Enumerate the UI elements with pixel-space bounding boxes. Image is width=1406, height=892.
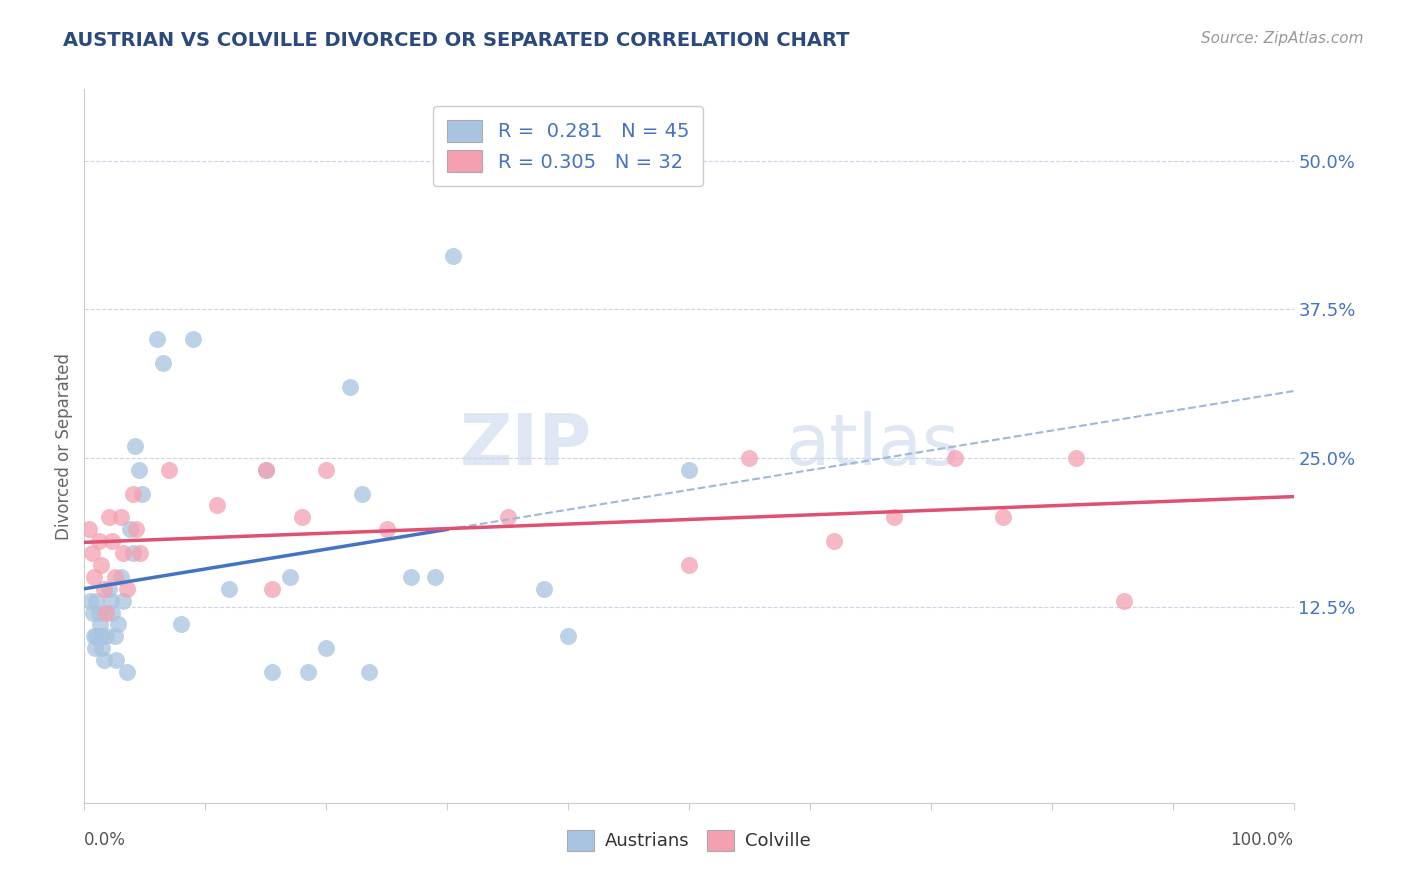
Point [399, 570, 422, 584]
Text: 100.0%: 100.0% [1230, 831, 1294, 849]
Point [423, 570, 446, 584]
Text: Source: ZipAtlas.com: Source: ZipAtlas.com [1201, 31, 1364, 46]
Point [441, 249, 464, 263]
Point [254, 463, 277, 477]
Point [315, 463, 337, 477]
Point [883, 510, 905, 524]
Point [146, 332, 169, 346]
Text: ZIP: ZIP [460, 411, 592, 481]
Point [678, 463, 700, 477]
Point [533, 582, 555, 596]
Point [339, 379, 361, 393]
Text: atlas: atlas [786, 411, 960, 481]
Point [101, 534, 124, 549]
Point [86, 593, 108, 607]
Point [100, 593, 122, 607]
Point [82, 606, 104, 620]
Point [357, 665, 380, 679]
Point [207, 499, 229, 513]
Point [107, 617, 129, 632]
Point [90, 629, 112, 643]
Point [297, 665, 319, 679]
Point [943, 450, 966, 465]
Point [170, 617, 193, 632]
Point [260, 665, 283, 679]
Point [129, 546, 152, 560]
Point [110, 570, 132, 584]
Point [104, 629, 127, 643]
Point [254, 463, 277, 477]
Point [352, 486, 374, 500]
Point [181, 332, 204, 346]
Point [315, 641, 337, 656]
Point [83, 629, 105, 643]
Point [80, 546, 103, 560]
Text: 0.0%: 0.0% [84, 831, 127, 849]
Point [496, 510, 519, 524]
Point [90, 558, 112, 572]
Point [218, 582, 240, 596]
Legend: Austrians, Colville: Austrians, Colville [560, 822, 818, 858]
Point [1114, 593, 1136, 607]
Point [89, 617, 111, 632]
Point [93, 653, 115, 667]
Point [104, 570, 127, 584]
Point [375, 522, 398, 536]
Point [87, 534, 110, 549]
Point [157, 463, 180, 477]
Point [121, 546, 143, 560]
Point [124, 439, 146, 453]
Point [87, 606, 110, 620]
Point [120, 522, 142, 536]
Point [115, 582, 138, 596]
Point [79, 593, 101, 607]
Point [112, 546, 135, 560]
Point [278, 570, 301, 584]
Point [91, 641, 114, 656]
Point [97, 582, 120, 596]
Point [121, 486, 143, 500]
Point [678, 558, 700, 572]
Point [83, 570, 105, 584]
Point [115, 665, 138, 679]
Y-axis label: Divorced or Separated: Divorced or Separated [55, 352, 73, 540]
Point [86, 629, 108, 643]
Point [101, 606, 124, 620]
Point [152, 356, 174, 370]
Point [557, 629, 579, 643]
Point [125, 522, 148, 536]
Text: AUSTRIAN VS COLVILLE DIVORCED OR SEPARATED CORRELATION CHART: AUSTRIAN VS COLVILLE DIVORCED OR SEPARAT… [63, 31, 849, 50]
Point [738, 450, 761, 465]
Point [112, 593, 135, 607]
Point [128, 463, 150, 477]
Point [260, 582, 283, 596]
Point [823, 534, 845, 549]
Point [77, 522, 100, 536]
Point [84, 641, 107, 656]
Point [94, 629, 117, 643]
Point [94, 606, 117, 620]
Point [993, 510, 1015, 524]
Point [97, 510, 120, 524]
Point [110, 510, 132, 524]
Point [104, 653, 127, 667]
Point [93, 582, 115, 596]
Point [1064, 450, 1087, 465]
Point [131, 486, 153, 500]
Point [291, 510, 314, 524]
